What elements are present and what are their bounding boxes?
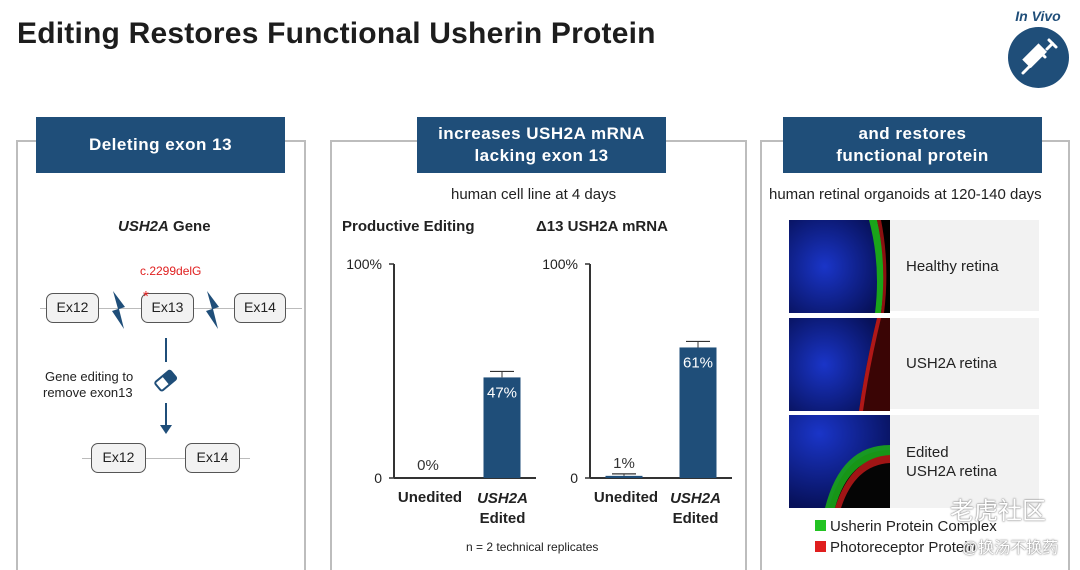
legend-swatch-photoreceptor [815,541,826,552]
exon-14-top: Ex14 [234,293,286,323]
gene-label: USH2A Gene [118,218,211,235]
arrow-shaft-lower [165,403,167,427]
arrow-shaft-upper [165,338,167,362]
organoid-label-healthy: Healthy retina [906,258,999,275]
chart2-title: Δ13 USH2A mRNA [536,218,668,235]
panel2-header-line1: increases USH2A mRNA [438,124,645,143]
gene-suffix: Gene [168,218,211,235]
chart1-cat-unedited: Unedited [397,489,463,506]
watermark-handle: @换汤不换药 [962,540,1059,557]
panel3-header-line2: functional protein [836,146,989,165]
chart-delta13-mrna: 0 100% 1% 61% [542,256,732,486]
watermark-text: 老虎社区 [950,498,1046,525]
chart2-data-label-1: 61% [683,354,713,371]
lightning-icon [112,291,125,329]
panel1-header-text: Deleting exon 13 [88,135,233,154]
organoid-image-healthy [789,220,890,313]
exon-12-top: Ex12 [46,293,99,323]
exon-14-bottom: Ex14 [185,443,240,473]
eraser-icon [154,369,178,392]
chart2-data-label-0: 1% [613,455,635,472]
lightning-icon [206,291,219,329]
chart1-cat-edited: USH2A Edited [465,489,540,529]
chart2-cat-unedited: Unedited [593,489,659,506]
panel3-subtitle: human retinal organoids at 120-140 days [769,186,1042,203]
chart2-cat-edited: USH2A Edited [658,489,733,529]
legend-label-usherin: Usherin Protein Complex [830,518,997,535]
chart1-tick-label-100: 100% [346,256,382,272]
chart2-tick-label-0: 0 [570,470,578,486]
chart2-cat-edited-word: Edited [672,510,719,527]
mutation-label: c.2299delG [140,264,202,278]
chart1-title: Productive Editing [342,218,475,235]
legend-swatch-usherin [815,520,826,531]
organoid-image-ush2a [789,318,890,411]
chart1-cat-edited-word: Edited [479,510,526,527]
edit-text-line1: Gene editing to [45,369,134,384]
organoid-image-edited [789,415,890,508]
gene-name: USH2A [118,218,169,235]
exon-12-bottom: Ex12 [91,443,146,473]
chart1-cat-edited-gene: USH2A [477,490,528,507]
gene-line-bottom [82,458,250,459]
chart1-data-label-0: 0% [417,457,439,474]
in-vivo-badge [1008,27,1069,88]
exon-13-top: Ex13 [141,293,194,323]
mutation-asterisk: * [143,288,149,305]
organoid-label-ush2a: USH2A retina [906,355,997,372]
chart1-tick-label-0: 0 [374,470,382,486]
chart2-bar-0 [605,475,643,478]
panel-deleting-exon [16,140,306,570]
chart2-tick-label-100: 100% [542,256,578,272]
page-title: Editing Restores Functional Usherin Prot… [17,17,656,50]
panel1-header: Deleting exon 13 [36,117,285,173]
panel3-header: and restores functional protein [783,117,1042,173]
arrow-down-icon [160,425,172,434]
chart-productive-editing: 0 100% 0% 47% [346,256,536,486]
chart1-bar-1 [483,377,521,478]
panel3-header-line1: and restores [858,124,967,143]
panel2-header-line2: lacking exon 13 [474,146,609,165]
edit-text-line2: remove exon13 [43,385,133,400]
organoid-label-edited-1: Edited [906,444,949,461]
chart1-data-label-1: 47% [487,384,517,401]
panel2-subtitle: human cell line at 4 days [451,186,617,203]
organoid-label-edited-2: USH2A retina [906,463,997,480]
panel2-footnote: n = 2 technical replicates [466,540,599,554]
in-vivo-label: In Vivo [1015,8,1061,24]
syringe-icon [1021,38,1058,75]
legend-label-photoreceptor: Photoreceptor Protein [830,539,976,556]
panel2-header: increases USH2A mRNA lacking exon 13 [417,117,666,173]
chart2-bar-1 [679,347,717,478]
chart2-cat-edited-gene: USH2A [670,490,721,507]
